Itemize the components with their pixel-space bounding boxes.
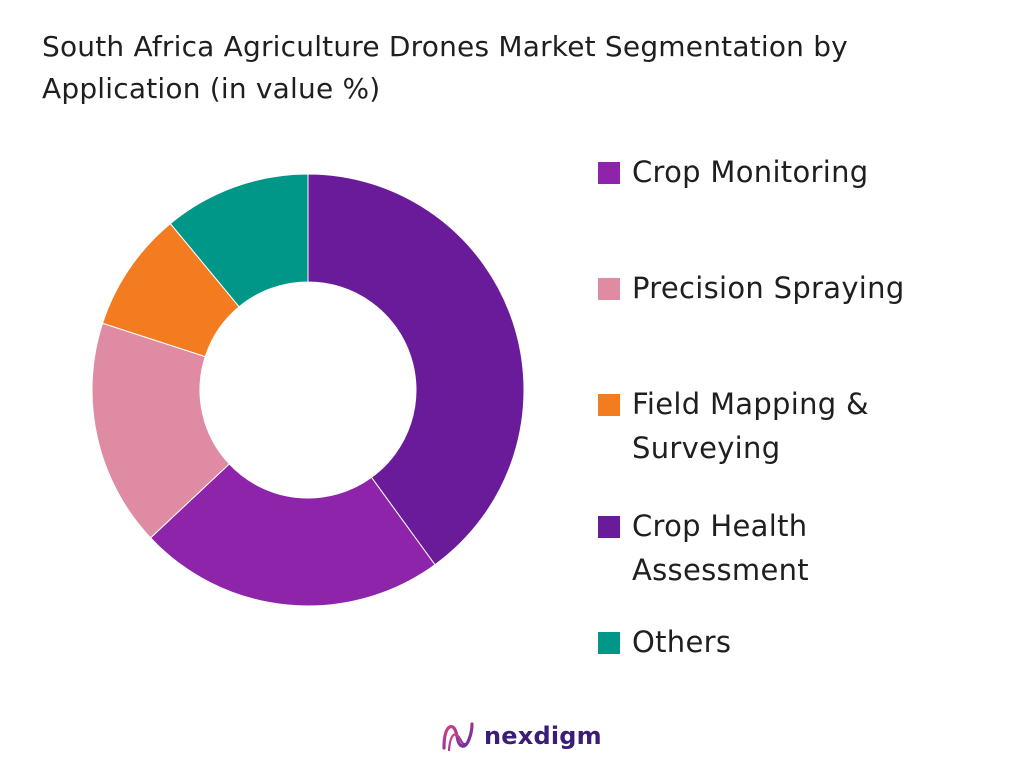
legend-label: Field Mapping & Surveying xyxy=(632,387,869,465)
legend-swatch xyxy=(598,394,620,416)
legend-label: Others xyxy=(632,625,732,659)
legend-label: Crop Monitoring xyxy=(632,155,869,189)
legend-item-field-mapping: Field Mapping & Surveying xyxy=(598,382,962,470)
donut-slice-others xyxy=(169,173,309,308)
brand-name: nexdigm xyxy=(484,722,602,750)
donut-chart xyxy=(88,170,528,610)
chart-title: South Africa Agriculture Drones Market S… xyxy=(42,30,848,105)
legend-label: Crop Health Assessment xyxy=(632,509,809,587)
donut-slice-precision-spraying xyxy=(149,463,436,607)
legend-label: Precision Spraying xyxy=(632,271,905,305)
legend-swatch xyxy=(598,516,620,538)
donut-svg xyxy=(91,173,525,607)
legend-item-precision-spraying: Precision Spraying xyxy=(598,266,962,310)
nexdigm-logo-icon xyxy=(442,722,474,752)
legend-swatch xyxy=(598,632,620,654)
legend-item-others: Others xyxy=(598,620,962,664)
legend-swatch xyxy=(598,162,620,184)
legend-item-crop-monitoring: Crop Monitoring xyxy=(598,150,962,194)
brand-footer: nexdigm xyxy=(440,716,602,756)
donut-slice-field-mapping-surveying xyxy=(91,322,230,539)
legend-swatch xyxy=(598,278,620,300)
donut-slice-crop-monitoring xyxy=(307,173,525,566)
legend-item-crop-health: Crop Health Assessment xyxy=(598,504,962,592)
